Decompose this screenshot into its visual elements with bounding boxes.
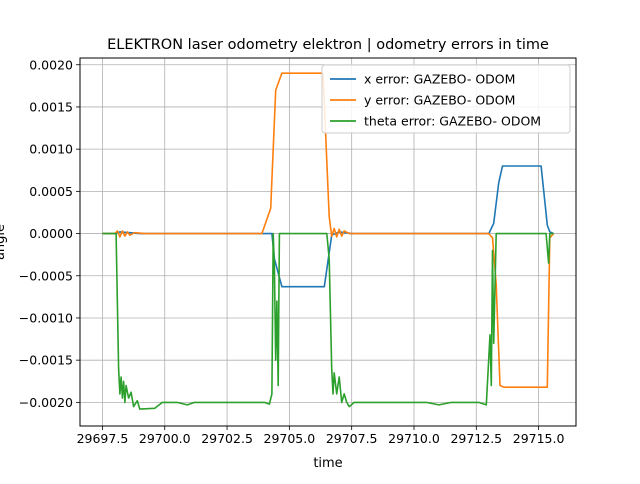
y-axis-label: angle: [0, 224, 8, 260]
series-lines: [102, 72, 555, 410]
series-line-1: [102, 72, 555, 389]
x-tick-label: 29697.5: [77, 431, 129, 446]
x-tick-label: 29710.0: [388, 431, 440, 446]
series-line-2: [102, 232, 554, 410]
legend-label-2: theta error: GAZEBO- ODOM: [364, 114, 541, 129]
chart-title: ELEKTRON laser odometry elektron | odome…: [107, 37, 549, 53]
x-tick-label: 29707.5: [326, 431, 378, 446]
legend-label-0: x error: GAZEBO- ODOM: [364, 72, 515, 87]
y-tick-label: −0.0010: [19, 310, 73, 325]
legend: x error: GAZEBO- ODOM y error: GAZEBO- OD…: [321, 64, 571, 134]
y-tick-label: −0.0015: [19, 353, 73, 368]
axis-ticks: 29697.5 29700.0 29702.5 29705.0 29707.5 29710…: [19, 57, 565, 446]
x-tick-label: 29712.5: [450, 431, 502, 446]
y-tick-label: −0.0005: [19, 268, 73, 283]
legend-label-1: y error: GAZEBO- ODOM: [364, 93, 515, 108]
x-tick-label: 29700.0: [139, 431, 191, 446]
y-tick-label: 0.0020: [29, 57, 73, 72]
y-tick-label: 0.0005: [29, 184, 73, 199]
y-tick-label: 0.0000: [29, 226, 73, 241]
x-axis-label: time: [313, 456, 342, 471]
x-tick-label: 29715.0: [513, 431, 565, 446]
legend-box: [321, 64, 571, 134]
y-tick-label: 0.0010: [29, 142, 73, 157]
x-tick-label: 29705.0: [264, 431, 316, 446]
axes-frame: [79, 57, 577, 427]
y-tick-label: 0.0015: [29, 99, 73, 114]
y-tick-label: −0.0020: [19, 395, 73, 410]
x-tick-label: 29702.5: [201, 431, 253, 446]
